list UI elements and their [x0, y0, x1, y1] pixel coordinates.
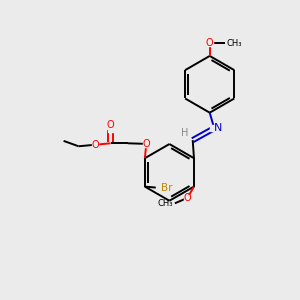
Bar — [92, 142, 98, 148]
Text: O: O — [206, 38, 214, 48]
Bar — [207, 40, 213, 46]
Bar — [143, 141, 149, 147]
Bar — [211, 125, 218, 131]
Text: O: O — [184, 193, 191, 203]
Bar — [184, 195, 190, 201]
Bar — [107, 126, 113, 132]
Text: O: O — [142, 139, 150, 149]
Text: H: H — [181, 128, 188, 138]
Text: Br: Br — [161, 183, 172, 193]
Bar — [156, 185, 166, 191]
Text: O: O — [91, 140, 99, 150]
Text: O: O — [107, 120, 114, 130]
Text: N: N — [214, 123, 222, 133]
Text: CH₃: CH₃ — [158, 199, 173, 208]
Text: CH₃: CH₃ — [226, 39, 242, 48]
